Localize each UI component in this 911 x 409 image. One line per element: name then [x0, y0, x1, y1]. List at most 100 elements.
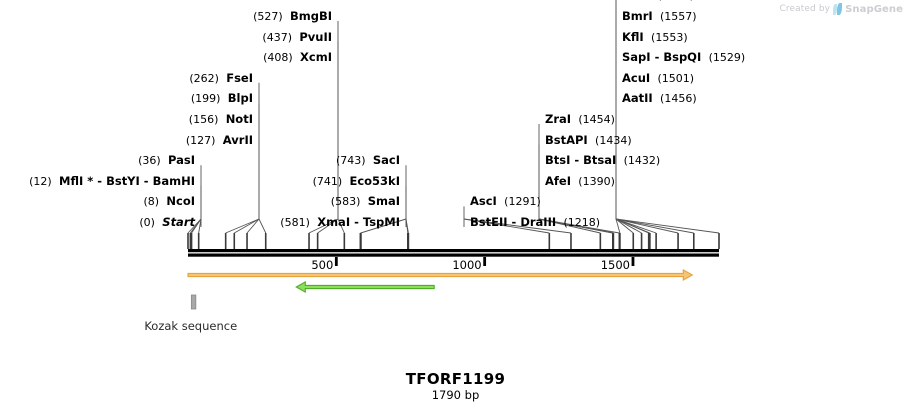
restriction-site-tick	[655, 233, 657, 249]
restriction-site-tick	[264, 233, 267, 249]
site-position: (437)	[262, 30, 293, 44]
restriction-site-label: (0) Start	[139, 216, 195, 230]
enzyme-name: SmaI	[367, 194, 400, 209]
enzyme-name: XmaI	[317, 215, 351, 229]
enzyme-name: KflI	[622, 29, 644, 44]
enzyme-name: DraIII	[520, 215, 557, 229]
enzyme-separator: -	[507, 215, 521, 229]
restriction-site-label: SapI - BspQI (1529)	[622, 50, 746, 65]
restriction-site-label: (741) Eco53kI	[312, 173, 400, 188]
restriction-site-label: ZraI (1454)	[545, 112, 615, 127]
enzyme-name: Eco53kI	[349, 173, 400, 188]
construct-length: 1790 bp	[431, 388, 480, 402]
snapgene-leaf-icon	[833, 3, 843, 15]
enzyme-name: PvuII	[299, 29, 332, 44]
enzyme-name: ZraI	[545, 112, 572, 126]
restriction-site-label: AscI (1291)	[470, 195, 541, 209]
enzyme-name: BlpI	[227, 91, 253, 106]
enzyme-name: BmrI	[622, 9, 653, 23]
restriction-site-tick	[692, 233, 695, 249]
restriction-site-tick	[647, 233, 650, 249]
restriction-site-tick	[632, 233, 635, 249]
enzyme-name: NcoI	[166, 194, 195, 209]
label-leader-line	[225, 144, 260, 234]
restriction-site-label: KflI (1553)	[622, 29, 688, 44]
enzyme-name: XcmI	[300, 50, 332, 65]
restriction-site-label: (127) AvrII	[185, 133, 253, 147]
label-leader-line	[198, 165, 202, 234]
enzyme-separator: -	[570, 153, 584, 168]
enzyme-name: FseI	[226, 70, 253, 85]
reverse-feature-arrow	[295, 280, 435, 294]
label-leader-line	[538, 124, 620, 234]
restriction-site-tick	[224, 233, 227, 249]
site-position: (127)	[185, 133, 216, 147]
site-position: (1454)	[578, 113, 615, 126]
site-position: (8)	[143, 195, 160, 209]
enzyme-name: BstAPI	[545, 132, 588, 147]
restriction-site-label: (8) NcoI	[143, 194, 195, 209]
label-leader-line	[258, 82, 267, 234]
site-position: (199)	[190, 92, 221, 106]
restriction-site-label: (527) BmgBI	[253, 9, 332, 24]
enzyme-separator: -	[139, 173, 153, 188]
restriction-site-label: AfeI (1390)	[545, 174, 615, 188]
site-position: (527)	[253, 10, 283, 23]
restriction-site-label: (408) XcmI	[263, 50, 332, 65]
ruler-major-tick	[483, 257, 487, 266]
restriction-site-label: (199) BlpI	[190, 91, 253, 106]
kozak-sequence-label: Kozak sequence	[144, 319, 238, 333]
label-leader-line	[615, 103, 621, 234]
enzyme-name: AatII	[622, 91, 653, 106]
restriction-site-label: (583) SmaI	[331, 194, 400, 209]
restriction-site-tick	[407, 233, 410, 249]
restriction-site-label: AatII (1456)	[622, 91, 697, 106]
enzyme-name: BbsI	[622, 0, 650, 2]
enzyme-separator: -	[650, 50, 664, 65]
ruler-tick-label: 1500	[600, 258, 630, 272]
restriction-site-tick	[190, 233, 193, 249]
enzyme-name: SacI	[372, 153, 400, 168]
ruler-major-tick	[334, 257, 338, 266]
restriction-site-tick	[308, 233, 310, 249]
label-leader-line	[615, 62, 642, 234]
restriction-site-tick	[316, 233, 319, 249]
construct-title: TFORF1199	[405, 370, 506, 388]
restriction-site-tick	[548, 233, 551, 249]
restriction-site-label: (156) NotI	[188, 113, 253, 127]
enzyme-name: BamHI	[152, 173, 195, 188]
site-position: (156)	[188, 113, 219, 126]
ruler-major-tick	[631, 257, 635, 266]
restriction-site-label: (437) PvuII	[262, 29, 332, 44]
enzyme-name: PasI	[167, 153, 195, 168]
label-leader-line	[615, 0, 720, 234]
restriction-site-tick	[718, 233, 720, 249]
backbone-top-line	[188, 249, 719, 253]
enzyme-name: BspQI	[663, 50, 702, 65]
restriction-site-tick	[612, 233, 615, 249]
watermark-prefix: Created by	[779, 4, 831, 14]
site-position: (1434)	[595, 133, 632, 147]
restriction-site-label: BbsI (1578)	[622, 0, 694, 2]
site-position: (408)	[263, 51, 293, 65]
restriction-site-label: BtsI - BtsaI (1432)	[545, 153, 660, 168]
enzyme-name: BtsI	[545, 153, 571, 168]
enzyme-separator: -	[93, 173, 107, 188]
enzyme-name: BstEII	[470, 215, 508, 229]
site-position: (741)	[312, 174, 343, 188]
restriction-site-tick	[197, 233, 200, 249]
enzyme-separator: -	[350, 215, 363, 229]
restriction-site-label: BstEII - DraIII (1218)	[470, 215, 600, 230]
site-position: (1291)	[504, 195, 541, 209]
label-leader-line	[463, 206, 572, 234]
enzyme-name: BmgBI	[289, 9, 332, 23]
site-position: (1553)	[651, 30, 688, 44]
orf-arrow	[187, 268, 694, 282]
restriction-site-tick	[570, 233, 572, 249]
restriction-site-tick	[343, 233, 346, 249]
restriction-site-label: BmrI (1557)	[622, 9, 697, 24]
site-position: (1529)	[708, 51, 746, 65]
restriction-site-label: (581) XmaI - TspMI	[280, 215, 400, 230]
